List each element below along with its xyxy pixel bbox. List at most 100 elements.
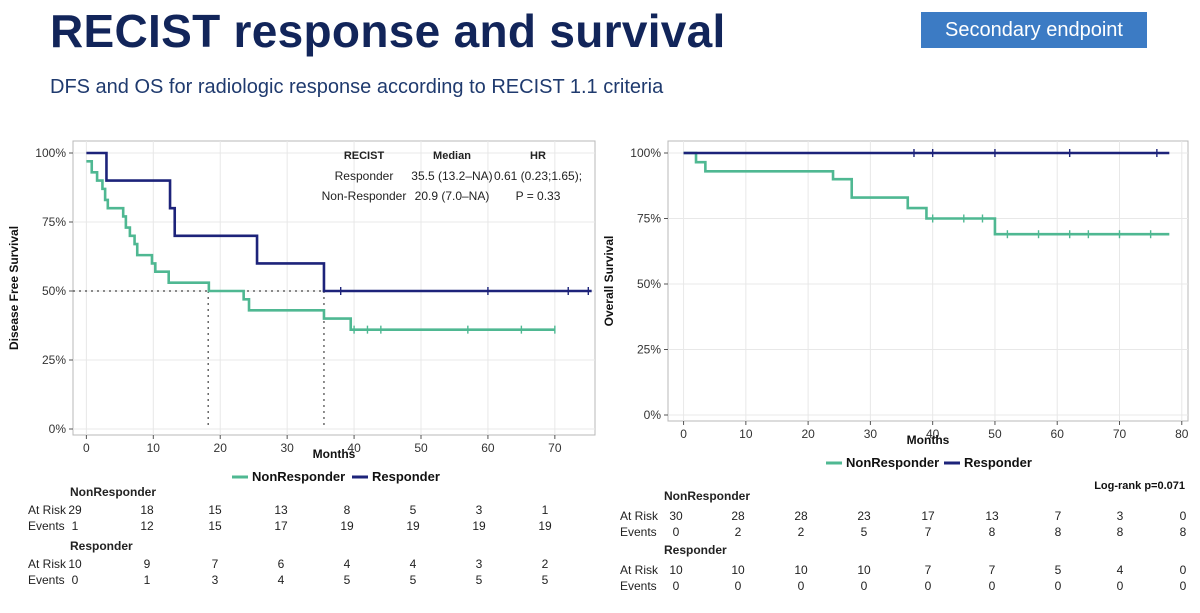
chart1-risk-cell: 10 [68,557,82,571]
chart2-xtick-label: 70 [1113,427,1127,441]
chart2-risk-cell: 30 [669,509,683,523]
chart2-risk-row-label: At Risk [620,563,659,577]
chart1-xtick-label: 70 [548,441,562,455]
chart2-risk-cell: 0 [1117,579,1124,593]
chart2-plot-area [667,140,1189,422]
chart2-logrank-label: Log-rank p=0.071 [1094,480,1185,492]
chart2-risk-group-label: NonResponder [664,489,750,503]
chart2-risk-cell: 10 [731,563,745,577]
chart2-risk-cell: 0 [925,579,932,593]
chart2-risk-cell: 0 [735,579,742,593]
chart2-ytick-label: 25% [637,343,661,357]
chart2-risk-cell: 0 [673,525,680,539]
chart1-risk-cell: 9 [144,557,151,571]
chart2-legend-label: Responder [964,455,1032,470]
chart1-risk-cell: 4 [410,557,417,571]
chart1-annot-header: Median [433,150,471,162]
chart1-annot-cell: 35.5 (13.2–NA) [411,169,492,183]
chart1-risk-cell: 3 [476,557,483,571]
chart1-annot-cell: Responder [335,169,394,183]
secondary-endpoint-badge: Secondary endpoint [921,12,1147,48]
chart2-risk-cell: 0 [1055,579,1062,593]
chart2-risk-cell: 5 [1055,563,1062,577]
chart1-ytick-label: 100% [35,146,66,160]
chart1-risk-cell: 4 [278,573,285,587]
chart2-risk-cell: 10 [794,563,808,577]
chart2-risk-cell: 17 [921,509,935,523]
chart1-xtick-label: 10 [147,441,161,455]
chart1-risk-cell: 5 [344,573,351,587]
chart1-risk-cell: 5 [410,573,417,587]
chart2-risk-cell: 8 [989,525,996,539]
chart2-risk-group-label: Responder [664,543,727,557]
chart1-xlabel: Months [313,447,356,461]
chart2-risk-cell: 23 [857,509,871,523]
chart1-risk-cell: 15 [208,503,222,517]
chart2-risk-row-label: Events [620,525,657,539]
chart1-risk-cell: 5 [476,573,483,587]
chart2-ylabel: Overall Survival [602,236,616,327]
chart2-risk-cell: 8 [1055,525,1062,539]
chart2-risk-cell: 2 [798,525,805,539]
chart1-risk-cell: 19 [472,519,486,533]
chart1-risk-cell: 29 [68,503,82,517]
chart2-risk-cell: 0 [861,579,868,593]
chart1-ytick-label: 0% [49,422,67,436]
chart1-risk-cell: 0 [72,573,79,587]
chart2-xtick-label: 40 [926,427,940,441]
chart2-xlabel: Months [907,433,950,447]
chart1-annot-cell: 0.61 (0.23;1.65); [494,169,582,183]
chart2-ytick-label: 50% [637,277,661,291]
chart2-xtick-label: 60 [1051,427,1065,441]
chart2-xtick-label: 10 [739,427,753,441]
chart1-risk-cell: 1 [542,503,549,517]
chart2-risk-cell: 7 [925,563,932,577]
chart1-annot-header: RECIST [344,150,385,162]
chart1-risk-cell: 6 [278,557,285,571]
chart2-xtick-label: 30 [864,427,878,441]
chart1-risk-group-label: NonResponder [70,485,156,499]
chart2-risk-cell: 13 [985,509,999,523]
chart2-xtick-label: 20 [801,427,815,441]
chart2-risk-cell: 2 [735,525,742,539]
chart2-series-nonresponder [683,151,1170,236]
chart2-risk-cell: 0 [1180,509,1187,523]
slide-title: RECIST response and survival [50,5,726,57]
chart2-risk-row-label: Events [620,579,657,593]
chart1-risk-cell: 19 [538,519,552,533]
chart2-xtick-label: 80 [1175,427,1189,441]
chart1-risk-cell: 19 [340,519,354,533]
chart1-legend-label: NonResponder [252,469,345,484]
chart1-risk-cell: 5 [410,503,417,517]
chart1-ytick-label: 25% [42,353,66,367]
chart1-risk-cell: 7 [212,557,219,571]
chart2-risk-cell: 0 [1180,563,1187,577]
chart2-risk-cell: 28 [731,509,745,523]
chart1-risk-cell: 13 [274,503,288,517]
chart1-risk-row-label: Events [28,519,65,533]
chart1-risk-cell: 4 [344,557,351,571]
chart1-risk-cell: 3 [212,573,219,587]
chart2-risk-cell: 4 [1117,563,1124,577]
chart2-risk-cell: 7 [989,563,996,577]
chart1-risk-cell: 19 [406,519,420,533]
chart2-risk-cell: 5 [861,525,868,539]
chart1-xtick-label: 60 [481,441,495,455]
chart2-risk-cell: 28 [794,509,808,523]
chart1-xtick-label: 20 [214,441,228,455]
chart1-risk-row-label: At Risk [28,503,67,517]
chart1-risk-cell: 1 [72,519,79,533]
chart1-risk-cell: 2 [542,557,549,571]
chart1-legend-label: Responder [372,469,440,484]
chart2-risk-cell: 3 [1117,509,1124,523]
chart2-risk-cell: 7 [925,525,932,539]
chart2-risk-row-label: At Risk [620,509,659,523]
chart1-risk-cell: 12 [140,519,154,533]
chart1-xtick-label: 50 [414,441,428,455]
chart1-ytick-label: 75% [42,215,66,229]
chart1-xtick-label: 40 [347,441,361,455]
chart1-risk-cell: 3 [476,503,483,517]
chart1-series-nonresponder [86,159,555,331]
chart1-risk-cell: 8 [344,503,351,517]
